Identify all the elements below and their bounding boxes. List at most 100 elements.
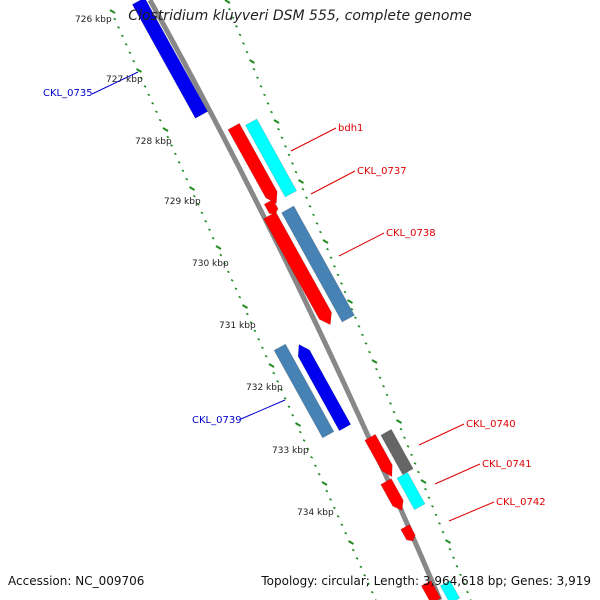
gene-ckl-0737-shape [244,118,298,198]
inner-tick-rail [192,194,196,198]
inner-tick-rail [264,354,268,358]
outer-tick-rail [266,102,270,105]
outer-tick-rail [280,136,284,140]
gene-label-ckl-0738[interactable]: CKL_0738 [386,228,436,239]
inner-tick-rail [170,144,173,147]
gene-label-ckl-0737[interactable]: CKL_0737 [357,166,407,177]
label-leader-lines [91,71,495,522]
outer-tick-rail [252,67,256,71]
gene-partial-cyan-shape [439,580,461,600]
outer-tick-rail [462,582,466,585]
gene-red-0742 [380,478,404,512]
genome-summary-text: Topology: circular; Length: 3,964,618 bp… [261,574,591,588]
inner-tick-rail [314,464,317,468]
inner-tick-rail [340,523,344,527]
leader-ckl-0742 [448,501,495,522]
gene-ckl-0740-shape [364,433,393,478]
tick-label: 727 kbp [106,75,143,85]
gene-red-0742-shape [380,478,404,512]
inner-tick-rail [188,186,196,191]
outer-tick-rail [357,325,361,328]
inner-tick-rail [287,405,291,409]
inner-tick-rail [177,161,181,164]
gene-ckl-0735-shape [131,0,209,119]
inner-tick-rail [355,557,359,560]
outer-tick-rail [459,573,462,577]
gene-labels: CKL_0735 bdh1 CKL_0737 CKL_0738 CKL_0739… [43,88,546,508]
gene-features [131,0,461,600]
gene-label-ckl-0740[interactable]: CKL_0740 [466,419,516,430]
inner-tick-rail [310,456,314,459]
outer-tick-rail [235,25,238,28]
outer-tick-rail [336,273,340,277]
gene-bdh1-fragment-shape [263,198,279,215]
outer-tick-rail [389,402,392,405]
gene-red-0738 [263,211,332,326]
inner-tick-rail [367,582,370,586]
outer-tick-rail [375,367,378,371]
tick-label: 733 kbp [272,446,309,456]
inner-tick-rail [332,506,336,510]
gene-label-ckl-0741[interactable]: CKL_0741 [482,459,532,470]
tick-labels: 726 kbp 727 kbp 728 kbp 729 kbp 730 kbp … [75,15,334,518]
inner-tick-rail [241,304,249,309]
inner-tick-rail [162,127,169,132]
map-title: Clostridium kluyveri DSM 555, complete g… [128,8,472,24]
tick-label: 734 kbp [297,508,334,518]
inner-tick-rail [302,439,306,442]
gene-partial-cyan [439,580,461,600]
inner-tick-rail [143,85,147,88]
outer-tick-rail [361,333,364,337]
gene-label-ckl-0739[interactable]: CKL_0739 [192,415,242,426]
inner-tick-rail [117,26,120,29]
gene-red-0738-shape [263,211,332,326]
inner-tick-rail [325,489,329,493]
inner-tick-rail [124,43,128,46]
outer-tick-rail [378,376,382,380]
outer-tick-rail [273,119,280,124]
outer-tick-rail [228,7,231,11]
inner-tick-rail [226,270,230,274]
outer-tick-rail [448,547,452,551]
gene-small-red [400,524,416,542]
inner-tick-rail [234,287,238,291]
outer-tick-rail [346,299,354,304]
gene-ckl-0742 [396,471,426,511]
outer-tick-rail [312,213,315,217]
inner-tick-rail [155,110,158,114]
inner-tick-rail [359,565,363,569]
leader-ckl-0740 [418,423,465,446]
tick-label: 732 kbp [246,383,283,393]
inner-tick-rail [245,312,249,316]
outer-tick-rail [413,462,417,465]
inner-tick-rail [109,9,116,14]
inner-tick-rail [132,59,136,63]
outer-tick-rail [256,76,259,80]
outer-tick-rail [284,145,287,148]
outer-tick-rail [242,42,245,45]
outer-tick-rail [322,239,329,244]
outer-tick-rail [431,505,434,508]
outer-tick-rail [231,16,235,20]
inner-tick-rail [363,574,367,577]
outer-tick-rail [291,162,294,165]
gene-blue-0739-shape [297,343,352,432]
inner-tick-rail [185,177,189,181]
gene-label-ckl-0742[interactable]: CKL_0742 [496,497,546,508]
gene-label-bdh1[interactable]: bdh1 [338,123,363,134]
inner-tick-rail [351,548,355,552]
outer-tick-rail [395,419,403,424]
inner-tick-rail [261,346,264,350]
gene-label-ckl-0735[interactable]: CKL_0735 [43,88,93,99]
inner-tick-rail [147,93,151,97]
tick-label: 726 kbp [75,15,112,25]
outer-tick-rail [319,230,322,234]
inner-tick-rail [268,363,275,368]
outer-tick-rail [340,282,343,285]
gene-ckl-0737 [244,118,298,198]
outer-tick-rail [308,205,312,208]
outer-tick-rail [410,453,413,457]
inner-tick-rail [336,515,340,518]
outer-tick-rail [406,445,410,448]
inner-tick-rail [211,236,215,240]
